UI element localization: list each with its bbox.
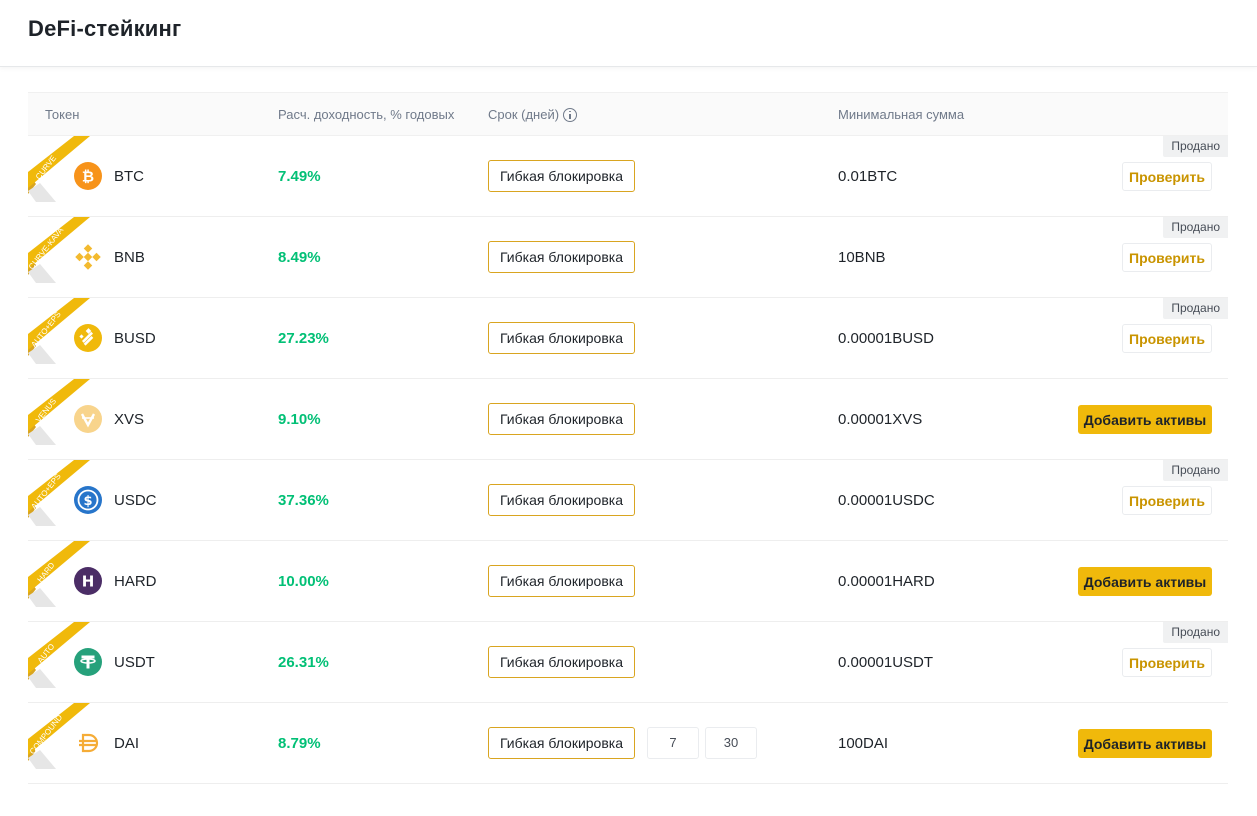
ribbon-tag: VENUS xyxy=(28,379,90,445)
apy-value: 8.49% xyxy=(278,249,321,266)
term-option-7[interactable]: 7 xyxy=(647,727,699,759)
btc-icon: ₿ xyxy=(74,162,102,190)
usdc-icon: $ xyxy=(74,486,102,514)
table-header: Токен Расч. доходность, % годовых Срок (… xyxy=(28,92,1228,136)
sold-out-badge: Продано xyxy=(1163,136,1228,157)
table-row: COMPOUND DAI 8.79% Гибкая блокировка 7 30 100D… xyxy=(28,703,1228,784)
page-header: DeFi-стейкинг xyxy=(0,0,1257,67)
xvs-icon xyxy=(74,405,102,433)
ribbon-tag: CURVE xyxy=(28,136,90,202)
apy-value: 26.31% xyxy=(278,654,329,671)
header-token: Токен xyxy=(45,107,80,122)
table-body: CURVE ₿ BTC 7.49% Гибкая блокировка 0.01BTC Пр… xyxy=(27,136,1228,784)
min-amount: 0.00001USDC xyxy=(838,492,935,509)
svg-text:$: $ xyxy=(83,494,92,509)
apy-value: 37.36% xyxy=(278,492,329,509)
token-name: BNB xyxy=(114,249,145,266)
ribbon-tag: AUTO xyxy=(28,622,90,688)
min-amount: 0.00001BUSD xyxy=(838,330,934,347)
table-row: AUTO USDT 26.31% Гибкая блокировка 0.00001US… xyxy=(28,622,1228,703)
check-button[interactable]: Проверить xyxy=(1122,648,1212,677)
term-option-30[interactable]: 30 xyxy=(705,727,757,759)
add-assets-button[interactable]: Добавить активы xyxy=(1078,729,1212,758)
ribbon-tag: COMPOUND xyxy=(28,703,90,769)
token-name: HARD xyxy=(114,573,157,590)
ribbon-tag: AUTO+EPS xyxy=(28,298,90,364)
svg-text:₿: ₿ xyxy=(82,168,94,186)
usdt-icon xyxy=(74,648,102,676)
flexible-term-button[interactable]: Гибкая блокировка xyxy=(488,403,635,435)
ribbon-tag: AUTO+EPS xyxy=(28,460,90,526)
busd-icon xyxy=(74,324,102,352)
apy-value: 10.00% xyxy=(278,573,329,590)
header-apy: Расч. доходность, % годовых xyxy=(278,107,455,122)
ribbon-label: CURVE-KAVA xyxy=(27,225,66,271)
ribbon-tag: CURVE-KAVA xyxy=(27,217,90,283)
add-assets-button[interactable]: Добавить активы xyxy=(1078,567,1212,596)
staking-table: Токен Расч. доходность, % годовых Срок (… xyxy=(27,92,1228,784)
apy-value: 9.10% xyxy=(278,411,321,428)
header-term-label: Срок (дней) xyxy=(488,107,560,122)
table-row: CURVE ₿ BTC 7.49% Гибкая блокировка 0.01BTC Пр… xyxy=(28,136,1228,217)
dai-icon xyxy=(79,733,99,753)
min-amount: 0.00001USDT xyxy=(838,654,934,671)
min-amount: 100DAI xyxy=(838,735,889,752)
token-name: XVS xyxy=(114,411,145,428)
min-amount: 0.00001HARD xyxy=(838,573,935,590)
flexible-term-button[interactable]: Гибкая блокировка xyxy=(488,241,635,273)
header-min-amount: Минимальная сумма xyxy=(838,107,965,122)
token-name: USDC xyxy=(114,492,157,509)
apy-value: 8.79% xyxy=(278,735,321,752)
sold-out-badge: Продано xyxy=(1163,622,1228,643)
ribbon-tag: HARD xyxy=(28,541,90,607)
token-name: BUSD xyxy=(114,330,156,347)
table-row: VENUS XVS 9.10% Гибкая блокировка 0.00001XVS… xyxy=(28,379,1228,460)
check-button[interactable]: Проверить xyxy=(1122,243,1212,272)
table-row: AUTO+EPS BUSD 27.23% Гибкая блокировка 0.000… xyxy=(28,298,1228,379)
bnb-icon xyxy=(75,244,101,270)
table-row: AUTO+EPS $ USDC 37.36% Гибкая блокировка 0.00… xyxy=(28,460,1228,541)
flexible-term-button[interactable]: Гибкая блокировка xyxy=(488,727,635,759)
sold-out-badge: Продано xyxy=(1163,217,1228,238)
check-button[interactable]: Проверить xyxy=(1122,486,1212,515)
min-amount: 10BNB xyxy=(838,249,886,266)
flexible-term-button[interactable]: Гибкая блокировка xyxy=(488,565,635,597)
sold-out-badge: Продано xyxy=(1163,460,1228,481)
page-title: DeFi-стейкинг xyxy=(28,16,182,41)
min-amount: 0.00001XVS xyxy=(838,411,923,428)
check-button[interactable]: Проверить xyxy=(1122,324,1212,353)
sold-out-badge: Продано xyxy=(1163,298,1228,319)
token-name: DAI xyxy=(114,735,140,752)
header-term: Срок (дней) xyxy=(488,107,578,122)
ribbon-label: COMPOUND xyxy=(28,713,65,756)
apy-value: 7.49% xyxy=(278,168,321,185)
hard-icon: H xyxy=(74,567,102,595)
flexible-term-button[interactable]: Гибкая блокировка xyxy=(488,322,635,354)
svg-text:H: H xyxy=(82,573,95,591)
info-icon[interactable] xyxy=(563,107,578,122)
token-name: BTC xyxy=(114,168,144,185)
table-row: HARD H HARD 10.00% Гибкая блокировка 0.00001H… xyxy=(28,541,1228,622)
apy-value: 27.23% xyxy=(278,330,329,347)
token-name: USDT xyxy=(114,654,155,671)
flexible-term-button[interactable]: Гибкая блокировка xyxy=(488,484,635,516)
flexible-term-button[interactable]: Гибкая блокировка xyxy=(488,160,635,192)
add-assets-button[interactable]: Добавить активы xyxy=(1078,405,1212,434)
table-row: CURVE-KAVA BNB 8.49% Гибкая блокировка 10BNB… xyxy=(27,217,1228,298)
flexible-term-button[interactable]: Гибкая блокировка xyxy=(488,646,635,678)
check-button[interactable]: Проверить xyxy=(1122,162,1212,191)
min-amount: 0.01BTC xyxy=(838,168,898,185)
